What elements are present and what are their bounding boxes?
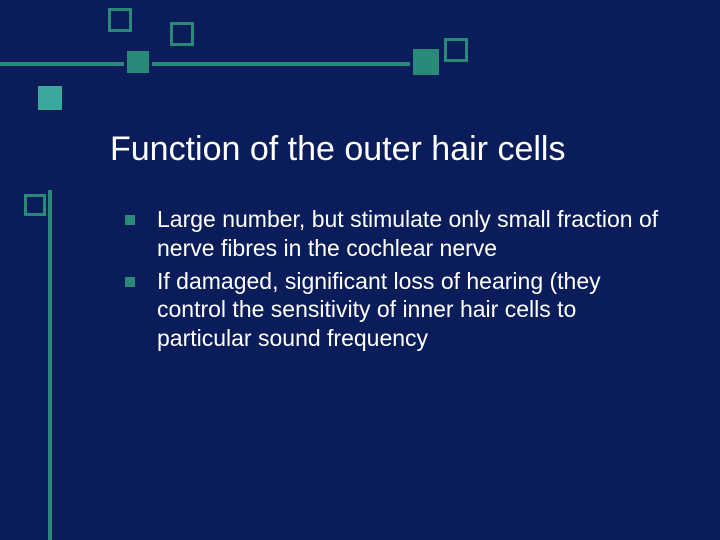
left-accent-line — [48, 190, 52, 540]
deco-square — [24, 194, 46, 216]
bullet-marker-icon — [125, 277, 135, 287]
bullet-marker-icon — [125, 215, 135, 225]
deco-square — [108, 8, 132, 32]
slide-title: Function of the outer hair cells — [110, 130, 565, 169]
bullet-item: If damaged, significant loss of hearing … — [125, 267, 665, 353]
bullet-item: Large number, but stimulate only small f… — [125, 205, 665, 263]
deco-square — [444, 38, 468, 62]
deco-square — [124, 48, 152, 76]
deco-square — [38, 86, 62, 110]
top-accent-line — [0, 62, 430, 66]
bullet-text: If damaged, significant loss of hearing … — [157, 267, 665, 353]
deco-square — [170, 22, 194, 46]
bullet-list: Large number, but stimulate only small f… — [125, 205, 665, 357]
deco-square — [410, 46, 442, 78]
bullet-text: Large number, but stimulate only small f… — [157, 205, 665, 263]
